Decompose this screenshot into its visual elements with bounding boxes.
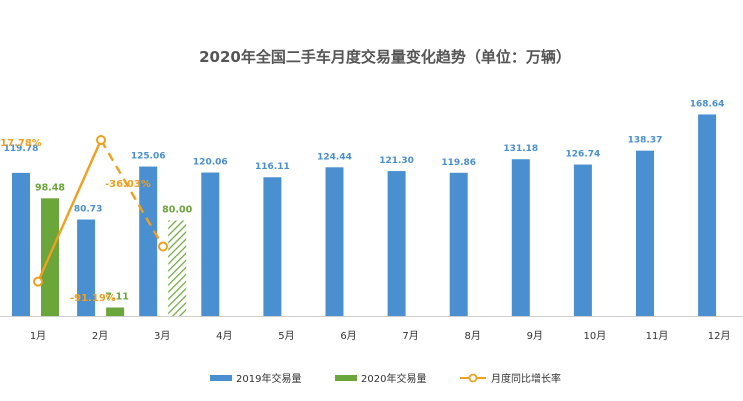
- x-tick-label-9: 9月: [527, 330, 543, 342]
- bar-2019-4: [201, 172, 220, 316]
- rate-label-3: -36.03%: [105, 179, 151, 190]
- x-tick-label-10: 10月: [584, 330, 607, 342]
- legend-label-rate: 月度同比增长率: [491, 372, 561, 385]
- label-2019-4: 120.06: [193, 158, 228, 168]
- label-2019-5: 116.11: [255, 162, 290, 172]
- label-2019-10: 126.74: [566, 150, 601, 160]
- legend-swatch-rate-marker: [468, 373, 478, 383]
- bar-2020-3: [168, 220, 187, 316]
- label-2019-9: 131.18: [503, 144, 538, 154]
- label-2020-2: 7.11: [105, 292, 128, 303]
- legend-swatch-2019: [210, 375, 232, 381]
- label-2019-3: 125.06: [131, 152, 166, 162]
- bar-2019-5: [263, 177, 282, 316]
- legend-label-2019: 2019年交易量: [236, 372, 301, 385]
- bar-2019-3: [139, 166, 158, 316]
- label-2019-11: 138.37: [628, 136, 663, 146]
- x-tick-label-11: 11月: [646, 330, 669, 342]
- x-tick-label-4: 4月: [216, 330, 232, 342]
- bar-2020-2: [106, 307, 125, 316]
- legend: 2019年交易量 2020年交易量 月度同比增长率: [210, 372, 561, 385]
- x-tick-label-8: 8月: [465, 330, 481, 342]
- label-2019-8: 119.86: [441, 158, 476, 168]
- rate-label-2: -91.19%: [70, 293, 116, 304]
- x-tick-label-5: 5月: [278, 330, 294, 342]
- x-tick-label-3: 3月: [154, 330, 170, 342]
- rate-line-segment-2: [99, 139, 165, 248]
- bar-2019-7: [387, 171, 406, 316]
- bar-2019-2: [77, 219, 96, 316]
- rate-point-2: [96, 135, 106, 146]
- bar-2019-9: [511, 159, 530, 316]
- rate-line-segment-1: [36, 139, 103, 283]
- label-2019-2: 80.73: [74, 205, 102, 215]
- label-2020-3: 80.00: [162, 204, 192, 215]
- bar-2019-11: [636, 150, 654, 316]
- rate-label-1: -17.78%: [0, 138, 42, 149]
- chart-title: 2020年全国二手车月度交易量变化趋势（单位：万辆）: [199, 48, 571, 66]
- label-2020-1: 98.48: [35, 182, 65, 193]
- legend-swatch-2020: [335, 375, 357, 381]
- legend-label-2020: 2020年交易量: [361, 372, 426, 385]
- label-2019-6: 124.44: [317, 152, 352, 162]
- x-tick-label-2: 2月: [92, 330, 108, 342]
- bar-2019-8: [449, 172, 468, 316]
- x-tick-label-12: 12月: [708, 330, 731, 342]
- bar-2019-6: [325, 167, 344, 316]
- plot-area: 119.78 80.73 125.06 120.06 116.11 124.44 121.3…: [0, 99, 743, 342]
- label-2019-1: 119.78: [4, 144, 39, 154]
- x-tick-label-1: 1月: [30, 330, 46, 342]
- x-tick-label-7: 7月: [402, 330, 418, 342]
- x-tick-label-6: 6月: [340, 330, 356, 342]
- label-2019-7: 121.30: [379, 156, 414, 166]
- bar-2019-10: [573, 164, 592, 316]
- rate-point-3: [158, 241, 168, 252]
- label-2019-12: 168.64: [690, 99, 725, 109]
- bar-2019-12: [698, 114, 717, 317]
- rate-point-1: [33, 276, 43, 287]
- bar-2019-1: [12, 172, 30, 316]
